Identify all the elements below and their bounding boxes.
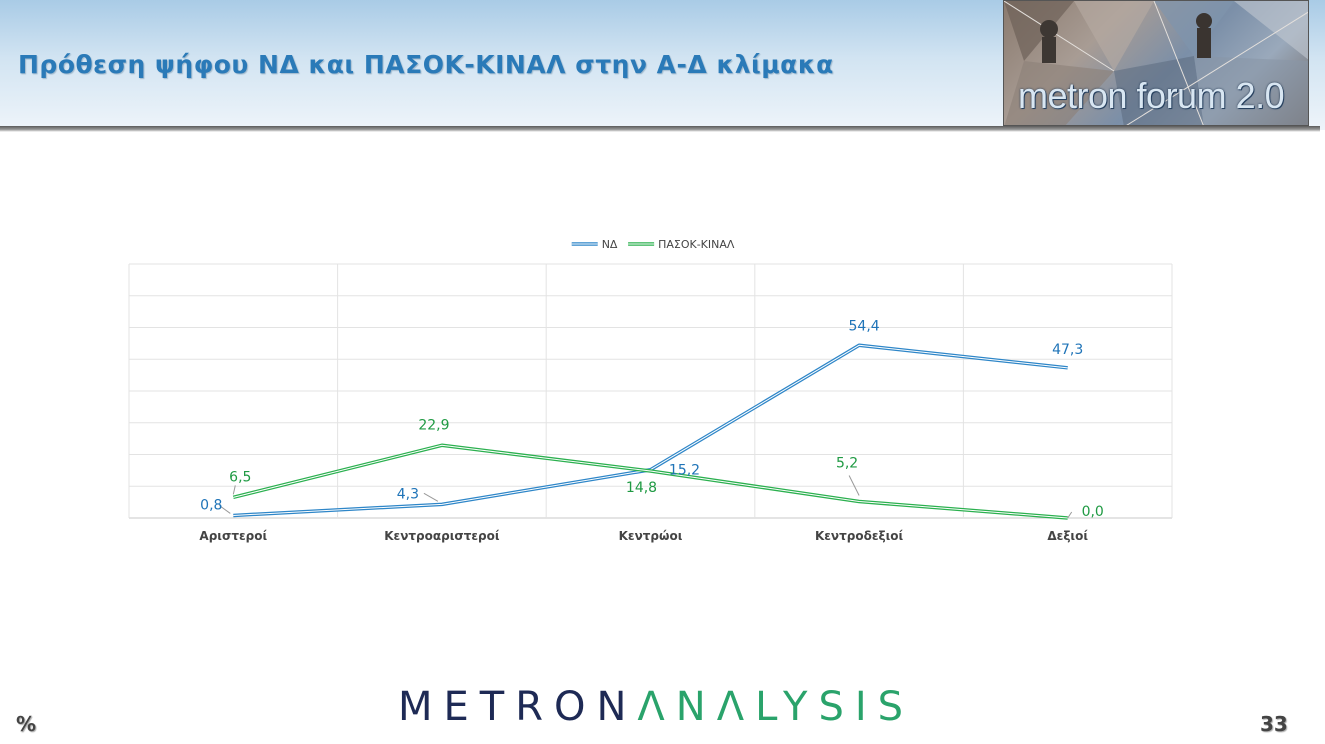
data-label: 6,5 [229, 469, 251, 485]
page-title: Πρόθεση ψήφου ΝΔ και ΠΑΣΟΚ-ΚΙΝΑΛ στην Α-… [18, 50, 834, 79]
data-label: 5,2 [836, 455, 858, 471]
legend-label: ΠΑΣΟΚ-ΚΙΝΑΛ [658, 238, 735, 251]
data-label-leader [848, 475, 860, 496]
data-label: 4,3 [397, 486, 419, 502]
metron-forum-logo: metron forum 2.0 [1003, 0, 1309, 126]
x-tick-label: Κεντρώοι [619, 529, 683, 543]
data-label: 15,2 [669, 463, 700, 479]
data-label-leader [219, 505, 231, 514]
data-label: 47,3 [1052, 342, 1083, 358]
logo-text: metron forum 2.0 [1018, 75, 1285, 116]
data-label: 22,9 [418, 417, 449, 433]
data-label: 54,4 [849, 318, 880, 334]
data-label-leader [1067, 511, 1073, 519]
header-shadow [0, 126, 1320, 132]
x-tick-label: Δεξιοί [1047, 529, 1088, 543]
brand-part-2: ΛNΛLYSIS [637, 684, 915, 730]
series-line-core [233, 444, 1068, 519]
unit-label: % [16, 712, 37, 736]
brand-part-1: METRON [398, 684, 638, 730]
page-number: 33 [1260, 712, 1288, 736]
x-tick-label: Κεντροδεξιοί [815, 529, 904, 543]
data-label: 0,0 [1082, 504, 1104, 520]
logo-pattern [1004, 1, 1308, 125]
data-label: 0,8 [200, 497, 222, 513]
x-tick-label: Αριστεροί [199, 529, 267, 543]
metron-analysis-logo: METRONΛNΛLYSIS [398, 684, 914, 730]
x-tick-label: Κεντροαριστεροί [384, 529, 500, 543]
data-label-leader [423, 492, 439, 502]
data-label: 14,8 [626, 480, 657, 496]
legend-label: ΝΔ [602, 238, 618, 251]
data-label-leader [232, 485, 236, 495]
